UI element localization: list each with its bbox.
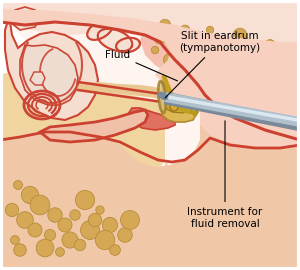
Circle shape xyxy=(121,211,140,229)
Ellipse shape xyxy=(158,81,166,113)
Circle shape xyxy=(285,55,295,65)
Circle shape xyxy=(275,50,285,60)
Circle shape xyxy=(233,28,247,42)
Circle shape xyxy=(170,103,178,111)
Polygon shape xyxy=(0,0,300,148)
Polygon shape xyxy=(165,140,300,270)
Circle shape xyxy=(154,32,166,44)
Circle shape xyxy=(80,221,100,239)
Circle shape xyxy=(11,235,20,244)
Circle shape xyxy=(239,65,250,75)
Polygon shape xyxy=(0,0,300,42)
Polygon shape xyxy=(162,68,200,113)
Circle shape xyxy=(275,65,285,75)
Circle shape xyxy=(180,25,190,35)
Circle shape xyxy=(62,232,78,248)
Circle shape xyxy=(206,26,214,34)
Circle shape xyxy=(151,46,159,54)
Circle shape xyxy=(266,76,274,85)
Circle shape xyxy=(216,61,224,69)
Polygon shape xyxy=(40,110,148,142)
Circle shape xyxy=(21,186,39,204)
Text: Fluid: Fluid xyxy=(105,50,178,81)
Polygon shape xyxy=(128,108,175,130)
Circle shape xyxy=(230,55,240,65)
Polygon shape xyxy=(10,7,40,30)
Circle shape xyxy=(14,244,26,256)
Circle shape xyxy=(249,84,261,96)
Circle shape xyxy=(230,80,240,90)
Circle shape xyxy=(5,203,19,217)
Circle shape xyxy=(175,50,185,60)
Polygon shape xyxy=(0,125,300,270)
Circle shape xyxy=(48,208,62,222)
Circle shape xyxy=(164,53,177,67)
Polygon shape xyxy=(20,45,78,105)
Circle shape xyxy=(58,218,72,232)
Circle shape xyxy=(44,230,56,241)
Circle shape xyxy=(36,239,54,257)
Polygon shape xyxy=(140,22,300,160)
Circle shape xyxy=(96,206,104,214)
Circle shape xyxy=(28,223,42,237)
Polygon shape xyxy=(116,38,140,52)
Polygon shape xyxy=(162,65,200,122)
Circle shape xyxy=(110,245,120,255)
Polygon shape xyxy=(78,82,168,120)
Text: Instrument for
fluid removal: Instrument for fluid removal xyxy=(188,121,262,229)
Circle shape xyxy=(30,195,50,215)
Circle shape xyxy=(74,239,86,251)
Text: Slit in eardrum
(tympanotomy): Slit in eardrum (tympanotomy) xyxy=(165,31,261,98)
Circle shape xyxy=(17,212,33,228)
Circle shape xyxy=(189,39,201,51)
Circle shape xyxy=(159,19,171,31)
Circle shape xyxy=(70,210,80,220)
Polygon shape xyxy=(0,0,30,75)
Circle shape xyxy=(95,230,115,250)
Circle shape xyxy=(102,217,118,232)
Polygon shape xyxy=(0,0,165,190)
Circle shape xyxy=(243,73,257,87)
Circle shape xyxy=(118,228,132,242)
Circle shape xyxy=(265,40,275,50)
Polygon shape xyxy=(98,29,132,51)
Circle shape xyxy=(219,39,231,50)
Circle shape xyxy=(170,36,179,45)
Circle shape xyxy=(56,248,64,256)
Circle shape xyxy=(258,61,272,75)
Polygon shape xyxy=(5,15,98,120)
Circle shape xyxy=(88,213,102,227)
Polygon shape xyxy=(30,72,45,85)
Circle shape xyxy=(14,181,22,190)
Circle shape xyxy=(255,53,265,63)
Circle shape xyxy=(249,44,261,56)
Polygon shape xyxy=(87,20,113,40)
Circle shape xyxy=(75,190,94,210)
